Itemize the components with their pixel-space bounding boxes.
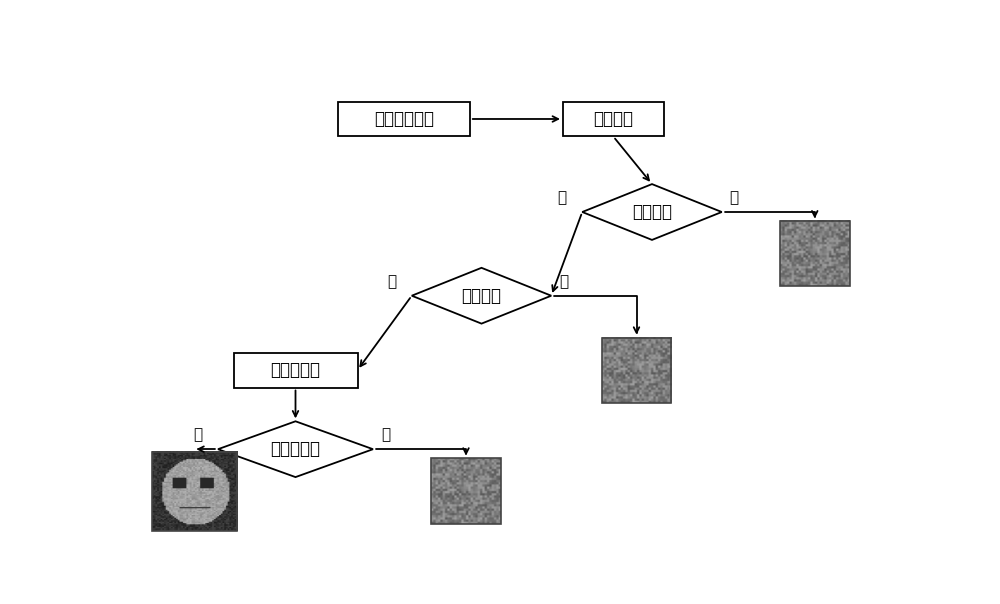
Text: 是: 是 xyxy=(193,427,202,442)
Text: 人脸候选区域: 人脸候选区域 xyxy=(374,110,434,128)
Bar xyxy=(602,338,671,403)
Text: 连通域分析: 连通域分析 xyxy=(270,440,320,458)
Text: 是: 是 xyxy=(558,190,567,205)
Bar xyxy=(780,221,850,286)
Bar xyxy=(234,353,358,388)
Text: 是: 是 xyxy=(387,274,396,289)
Text: 方向规一化: 方向规一化 xyxy=(270,361,320,379)
Text: 否: 否 xyxy=(730,190,739,205)
Bar xyxy=(338,101,470,137)
Polygon shape xyxy=(218,422,373,477)
Text: 纹理认证: 纹理认证 xyxy=(462,287,502,305)
Text: 形状认证: 形状认证 xyxy=(632,203,672,221)
Polygon shape xyxy=(412,268,551,324)
Bar xyxy=(152,452,237,530)
Bar xyxy=(563,101,664,137)
Text: 否: 否 xyxy=(381,427,390,442)
Polygon shape xyxy=(582,184,722,240)
Bar xyxy=(431,458,501,524)
Text: 否: 否 xyxy=(559,274,568,289)
Text: 椭圆拟合: 椭圆拟合 xyxy=(593,110,633,128)
